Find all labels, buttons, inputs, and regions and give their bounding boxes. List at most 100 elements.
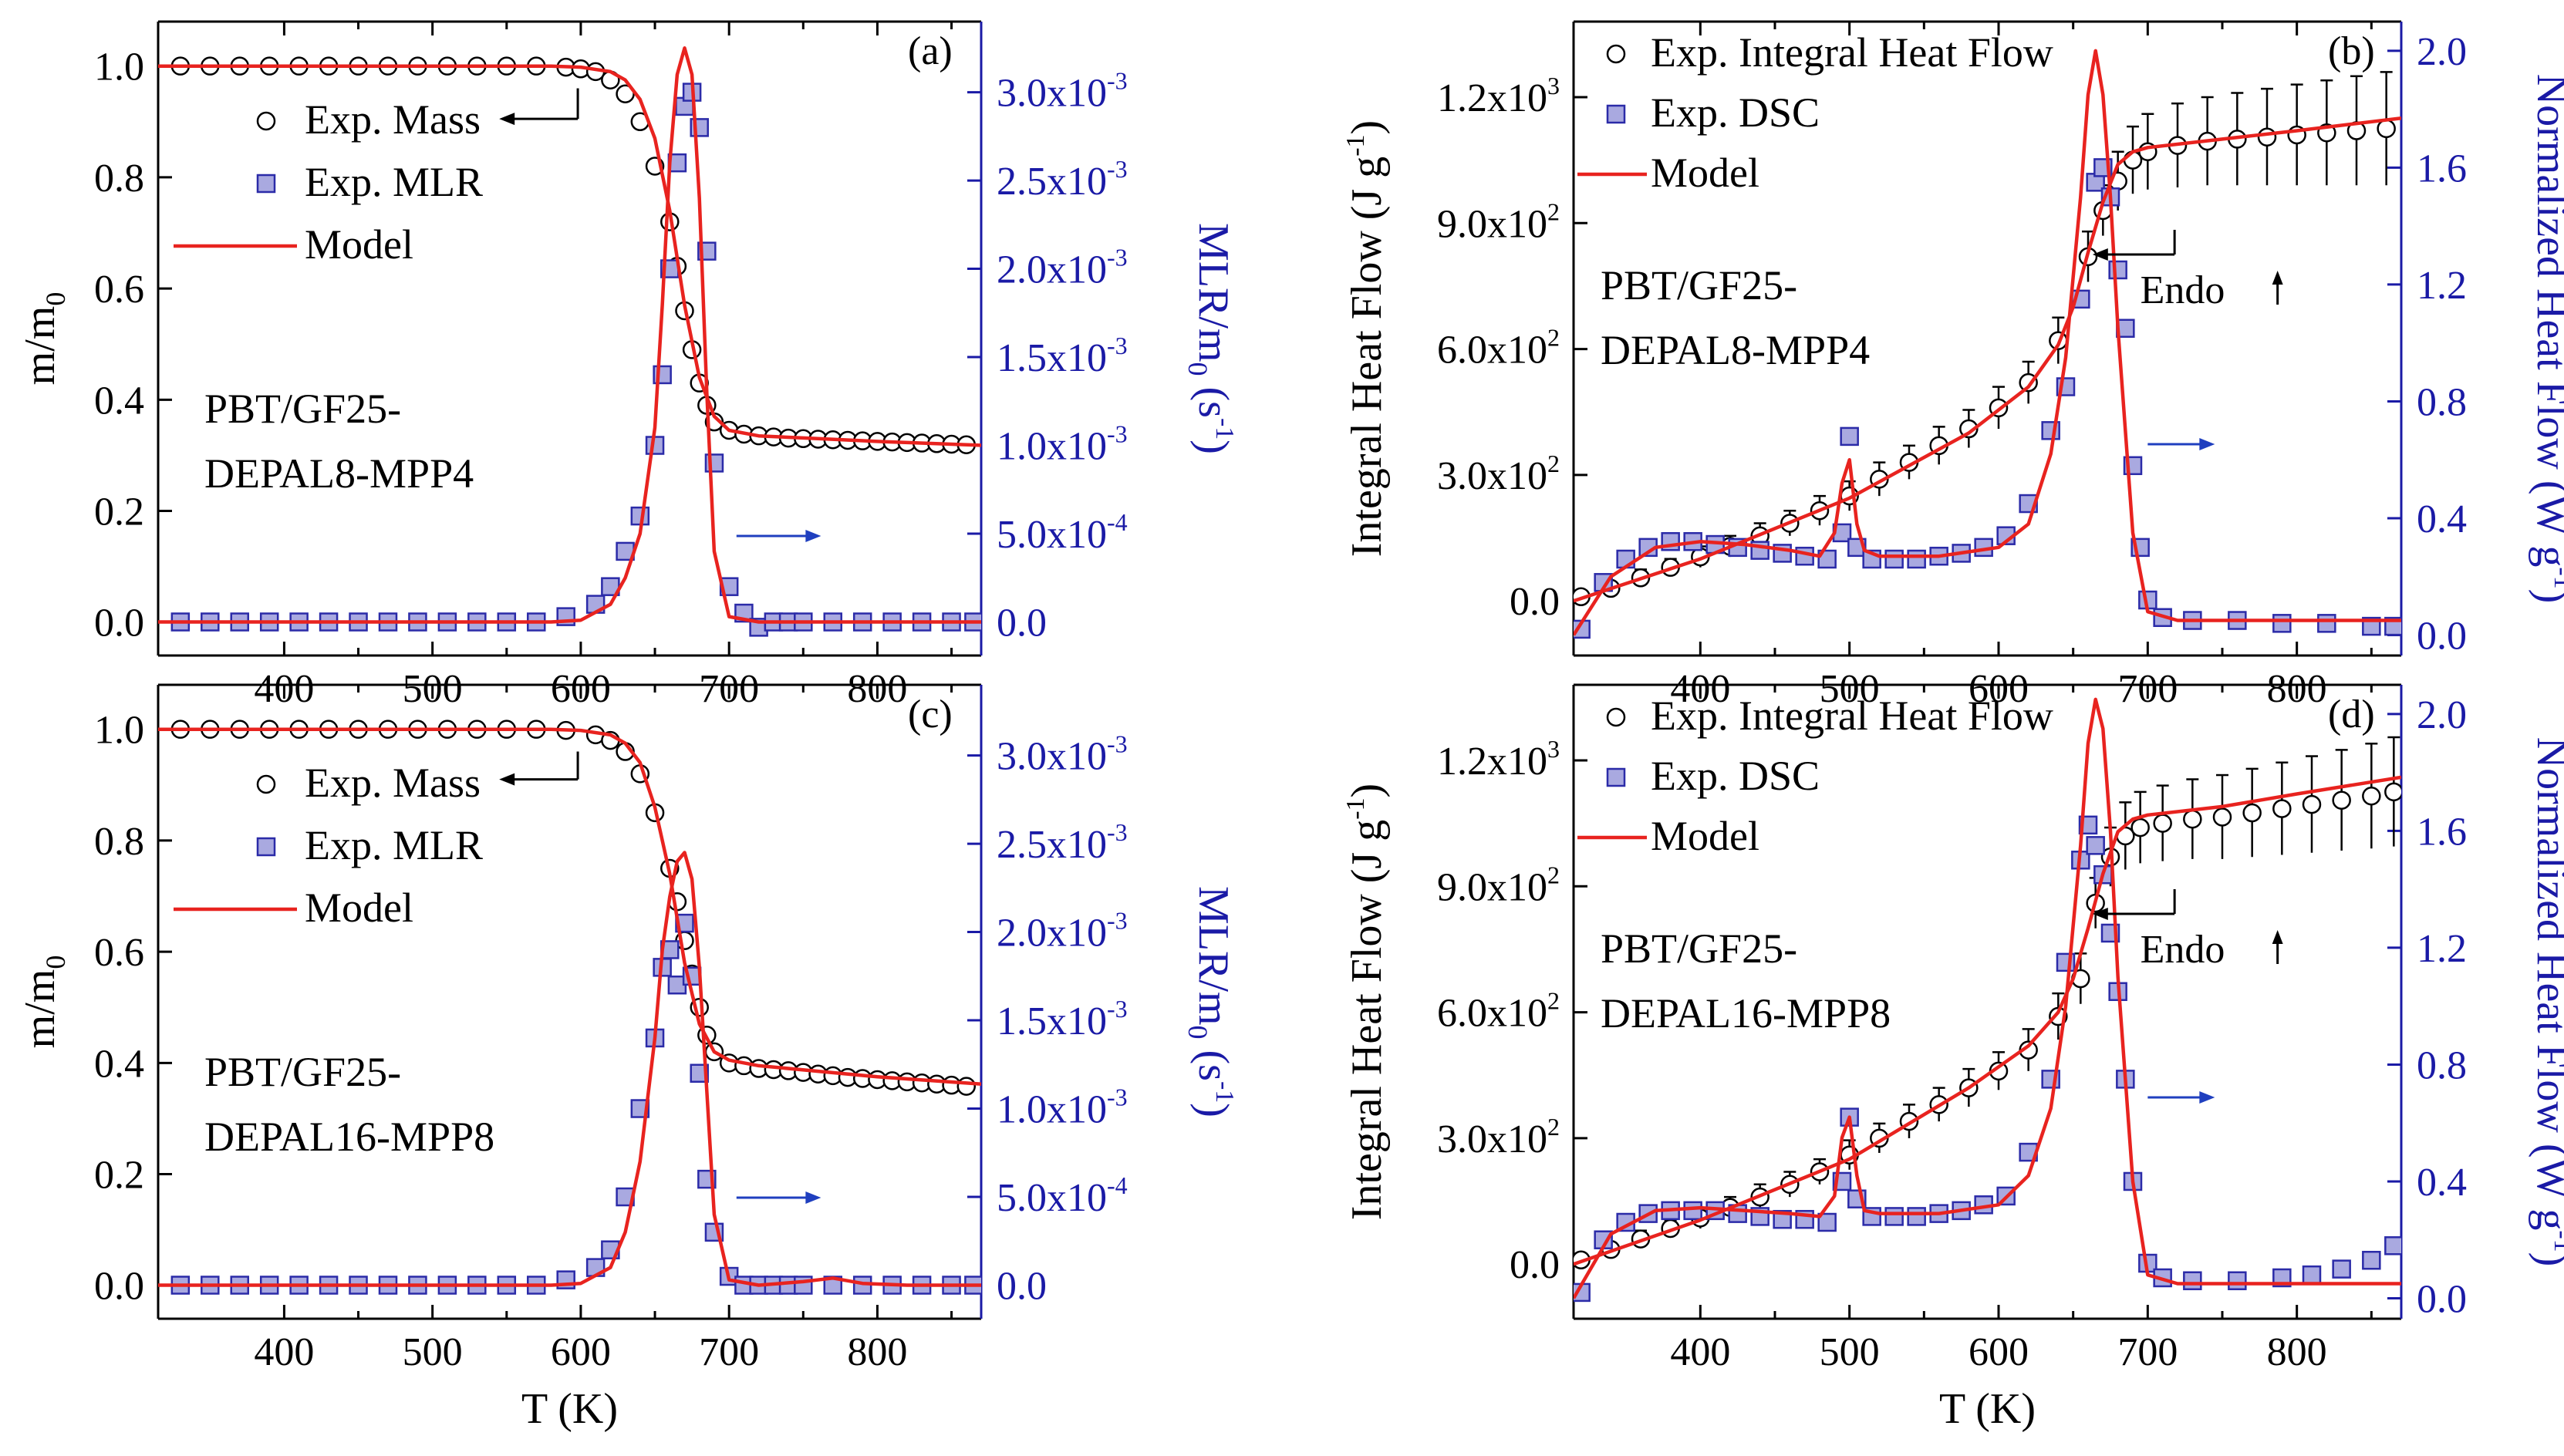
sample-label-line: DEPAL8-MPP4 bbox=[1601, 327, 1870, 373]
panel-c: 400 500 600 700 800 T (K) 0.0 0.2 0.4 0.6 0.8 1.0 0.… bbox=[16, 683, 1239, 1433]
data-point-circle bbox=[2332, 790, 2351, 810]
y-left-tick-label: 0.4 bbox=[94, 379, 144, 423]
x-tick-label: 800 bbox=[2267, 1330, 2327, 1374]
data-point-circle bbox=[956, 1077, 977, 1096]
legend-label: Model bbox=[1651, 150, 1759, 196]
plot-area bbox=[158, 46, 981, 637]
y-right-axis-title: Normalized Heat Flow (W g-1) bbox=[2528, 74, 2564, 604]
y-right-axis-title: MLR/m0 (s-1) bbox=[1182, 223, 1239, 454]
y-left-tick-label: 0.8 bbox=[94, 820, 144, 864]
data-point-square bbox=[1907, 1207, 1926, 1226]
legend-label: Model bbox=[305, 221, 413, 268]
data-point-square bbox=[2228, 1271, 2247, 1291]
arrowhead bbox=[805, 1191, 821, 1204]
legend-marker-circle bbox=[1606, 707, 1626, 727]
x-axis-title: T (K) bbox=[1939, 1385, 2036, 1433]
x-tick-label: 500 bbox=[1820, 1330, 1880, 1374]
panel-letter: (d) bbox=[2328, 693, 2375, 736]
data-point-circle bbox=[2130, 817, 2150, 838]
data-point-circle bbox=[2212, 807, 2232, 827]
data-point-circle bbox=[2183, 809, 2202, 829]
y-left-tick-label: 6.0x102 bbox=[1437, 324, 1560, 372]
data-point-square bbox=[2302, 1265, 2322, 1285]
y-left-tick-label: 0.0 bbox=[94, 1265, 144, 1309]
y-left-tick-label: 1.0 bbox=[94, 709, 144, 753]
y-right-tick-label: 1.5x10-3 bbox=[997, 332, 1128, 380]
panel-letter: (c) bbox=[908, 693, 953, 736]
data-point-square bbox=[2272, 614, 2292, 633]
data-point-square bbox=[1773, 1209, 1792, 1229]
y-left-tick-label: 6.0x102 bbox=[1437, 987, 1560, 1036]
arrowhead bbox=[2092, 908, 2108, 920]
data-point-square bbox=[2108, 260, 2127, 280]
y-left-tick-label: 9.0x102 bbox=[1437, 197, 1560, 246]
model-curve bbox=[158, 727, 981, 1086]
plot-area bbox=[1574, 49, 2401, 639]
data-point-square bbox=[1840, 426, 1859, 447]
endo-arrowhead bbox=[2272, 271, 2283, 285]
data-point-square bbox=[1884, 549, 1904, 569]
arrowhead bbox=[2199, 1091, 2215, 1104]
legend-label: Model bbox=[305, 885, 413, 931]
data-point-circle bbox=[2257, 127, 2277, 147]
y-right-tick-label: 1.6 bbox=[2417, 810, 2467, 854]
legend-label: Exp. DSC bbox=[1651, 753, 1820, 799]
arrowhead bbox=[805, 530, 821, 542]
y-right-tick-label: 2.0 bbox=[2417, 693, 2467, 737]
y-right-tick-label: 5.0x10-4 bbox=[997, 1171, 1128, 1220]
y-right-tick-label: 3.0x10-3 bbox=[997, 730, 1128, 779]
legend-label: Exp. Mass bbox=[305, 96, 481, 143]
model-curve bbox=[1574, 49, 2401, 636]
plot-area bbox=[1574, 697, 2401, 1303]
y-right-tick-label: 1.5x10-3 bbox=[997, 995, 1128, 1043]
model-curve bbox=[1574, 775, 2401, 1266]
y-left-tick-label: 0.0 bbox=[1510, 1243, 1560, 1287]
sample-label-line: PBT/GF25- bbox=[1601, 262, 1797, 308]
arrowhead bbox=[2092, 248, 2108, 261]
y-right-tick-label: 0.8 bbox=[2417, 1043, 2467, 1087]
sample-label-line: PBT/GF25- bbox=[204, 386, 401, 432]
y-right-tick-label: 0.4 bbox=[2417, 497, 2467, 541]
sample-label-line: PBT/GF25- bbox=[204, 1049, 401, 1095]
data-point-circle bbox=[2384, 782, 2401, 802]
data-point-square bbox=[2317, 614, 2336, 633]
y-left-tick-label: 9.0x102 bbox=[1437, 861, 1560, 909]
sample-label-line: PBT/GF25- bbox=[1601, 925, 1797, 972]
y-left-axis-title: m/m0 bbox=[16, 292, 71, 386]
panel-a: 400 500 600 700 8000.00.20.40.60.81.00.05.0x… bbox=[16, 20, 1239, 711]
y-right-tick-label: 0.8 bbox=[2417, 380, 2467, 424]
data-point-square bbox=[1907, 549, 1926, 569]
y-right-tick-label: 0.0 bbox=[997, 601, 1047, 645]
data-point-square bbox=[2086, 836, 2105, 855]
y-right-tick-label: 0.0 bbox=[997, 1264, 1047, 1308]
y-right-tick-label: 1.0x10-3 bbox=[997, 1084, 1128, 1132]
y-left-axis-title: Integral Heat Flow (J g-1) bbox=[1341, 120, 1391, 557]
x-tick-label: 500 bbox=[403, 1330, 463, 1374]
data-point-circle bbox=[2242, 803, 2262, 823]
y-right-axis-title: Normalized Heat Flow (W g-1) bbox=[2528, 737, 2564, 1267]
y-right-tick-label: 3.0x10-3 bbox=[997, 67, 1128, 116]
arrowhead bbox=[499, 773, 515, 786]
sample-label-line: DEPAL16-MPP8 bbox=[204, 1114, 494, 1160]
panel-d: 400 500 600 700 800 T (K) 0.0 3.0x102 6.0x102 9.0… bbox=[1341, 683, 2564, 1433]
x-tick-label: 600 bbox=[1969, 1330, 2029, 1374]
y-right-tick-label: 2.0 bbox=[2417, 30, 2467, 74]
x-tick-label: 700 bbox=[699, 1330, 759, 1374]
y-right-tick-label: 5.0x10-4 bbox=[997, 508, 1128, 557]
y-right-axis-title: MLR/m0 (s-1) bbox=[1182, 886, 1239, 1117]
x-tick-label: 600 bbox=[551, 1330, 611, 1374]
model-curve bbox=[1574, 116, 2401, 603]
data-point-square bbox=[1884, 1207, 1904, 1226]
data-point-circle bbox=[1959, 419, 1979, 439]
data-point-square bbox=[2362, 1250, 2381, 1270]
legend-label: Exp. Integral Heat Flow bbox=[1651, 693, 2053, 739]
model-curve bbox=[158, 46, 981, 624]
y-left-tick-label: 1.2x103 bbox=[1437, 72, 1560, 120]
sample-label-line: DEPAL8-MPP4 bbox=[204, 450, 474, 497]
legend-marker-circle bbox=[1606, 44, 1626, 64]
y-right-tick-label: 2.5x10-3 bbox=[997, 155, 1128, 204]
data-point-square bbox=[2384, 1236, 2401, 1255]
legend-label: Exp. MLR bbox=[305, 822, 483, 868]
y-left-axis-title: Integral Heat Flow (J g-1) bbox=[1341, 784, 1391, 1220]
